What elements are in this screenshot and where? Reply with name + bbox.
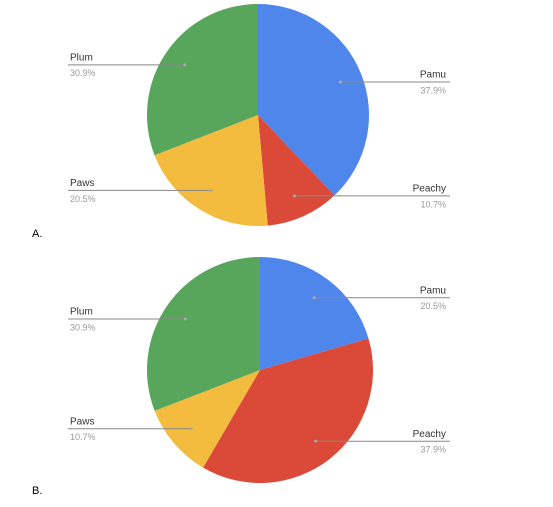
leader-dot — [183, 63, 187, 67]
slice-label: Pamu — [420, 70, 446, 81]
slice-label: Peachy — [413, 184, 446, 195]
slice-value-label: 30.9% — [70, 322, 96, 332]
leader-dot — [183, 317, 187, 321]
slice-value-label: 37.9% — [420, 445, 446, 455]
slice-value-label: 20.5% — [70, 194, 96, 204]
leader-dot — [314, 439, 318, 443]
slice-label: Plum — [70, 307, 93, 318]
pie-slice — [154, 115, 268, 226]
slice-value-label: 10.7% — [420, 199, 446, 209]
leader-dot — [293, 194, 297, 198]
leader-dot — [189, 427, 193, 431]
pie-slice — [146, 4, 258, 156]
leader-dot — [312, 296, 316, 300]
chart-caption: A. — [32, 228, 42, 240]
leader-dot — [338, 80, 342, 84]
leader-dot — [209, 188, 213, 192]
pie-slice — [260, 257, 369, 370]
pie-slice — [154, 370, 260, 468]
slice-value-label: 30.9% — [70, 68, 96, 78]
pie-slice — [258, 4, 370, 196]
pie-slice — [203, 338, 373, 483]
slice-label: Plum — [70, 52, 93, 63]
pie-slice — [258, 115, 335, 226]
slice-label: Paws — [70, 416, 94, 427]
slice-value-label: 37.9% — [420, 85, 446, 95]
slice-value-label: 20.5% — [420, 301, 446, 311]
pie-slice — [147, 257, 260, 411]
slice-label: Paws — [70, 178, 94, 189]
slice-label: Pamu — [420, 285, 446, 296]
chart-caption: B. — [32, 485, 42, 497]
slice-value-label: 10.7% — [70, 432, 96, 442]
slice-label: Peachy — [413, 429, 446, 440]
